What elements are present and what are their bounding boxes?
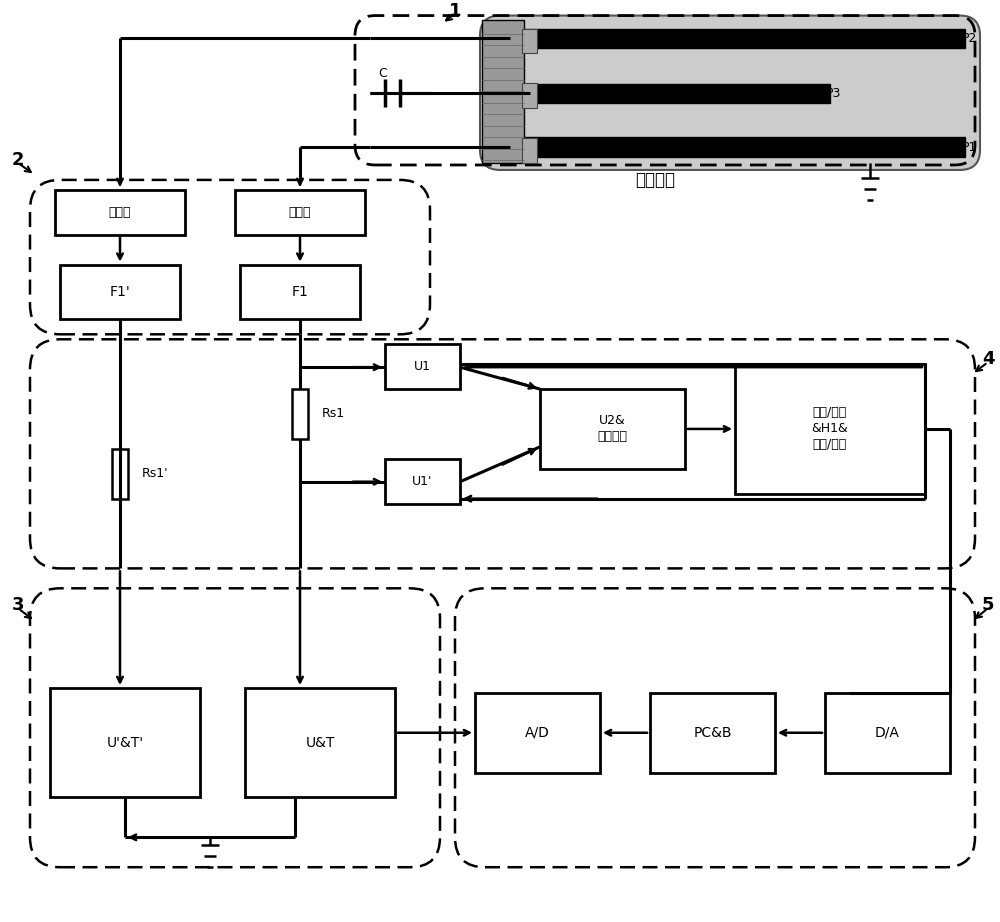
Bar [482, 19, 524, 163]
Text: P2: P2 [962, 32, 977, 45]
Text: A/D: A/D [525, 726, 550, 739]
Text: U&T: U&T [305, 736, 335, 750]
Text: C: C [379, 66, 387, 80]
Bar [112, 449, 128, 499]
Text: Rs1: Rs1 [322, 408, 345, 420]
Bar [530, 84, 830, 103]
Text: D/A: D/A [875, 726, 900, 739]
FancyBboxPatch shape [480, 16, 980, 170]
Text: U1': U1' [412, 475, 433, 488]
FancyBboxPatch shape [735, 364, 925, 493]
Text: 前处理: 前处理 [109, 206, 131, 219]
Text: U'&T': U'&T' [106, 736, 144, 750]
Bar [522, 138, 537, 163]
Text: PC&B: PC&B [693, 726, 732, 739]
Text: 3: 3 [12, 597, 24, 614]
Text: U1: U1 [414, 361, 431, 373]
Text: 等离子体: 等离子体 [635, 171, 675, 189]
Bar [510, 137, 965, 157]
Text: P3: P3 [826, 87, 841, 100]
FancyBboxPatch shape [825, 693, 950, 773]
FancyBboxPatch shape [385, 344, 460, 389]
Bar [522, 29, 537, 53]
Text: Rs1': Rs1' [142, 467, 169, 480]
FancyBboxPatch shape [235, 190, 365, 235]
FancyBboxPatch shape [245, 688, 395, 798]
FancyBboxPatch shape [385, 459, 460, 503]
Bar [510, 29, 965, 49]
Text: U2&
反馈电路: U2& 反馈电路 [598, 414, 628, 443]
Text: 1: 1 [449, 2, 461, 19]
FancyBboxPatch shape [55, 190, 185, 235]
Text: F1': F1' [110, 285, 130, 299]
Text: 电压/电流
&H1&
电流/电压: 电压/电流 &H1& 电流/电压 [812, 407, 848, 452]
Text: 4: 4 [982, 350, 994, 368]
Text: F1: F1 [292, 285, 308, 299]
FancyBboxPatch shape [475, 693, 600, 773]
FancyBboxPatch shape [650, 693, 775, 773]
Bar [522, 83, 537, 108]
Text: 5: 5 [982, 597, 994, 614]
FancyBboxPatch shape [540, 389, 685, 468]
FancyBboxPatch shape [50, 688, 200, 798]
FancyBboxPatch shape [240, 265, 360, 319]
Text: 前处理: 前处理 [289, 206, 311, 219]
Text: 2: 2 [12, 151, 24, 169]
FancyBboxPatch shape [60, 265, 180, 319]
Text: P1: P1 [962, 140, 977, 154]
Bar [292, 389, 308, 439]
